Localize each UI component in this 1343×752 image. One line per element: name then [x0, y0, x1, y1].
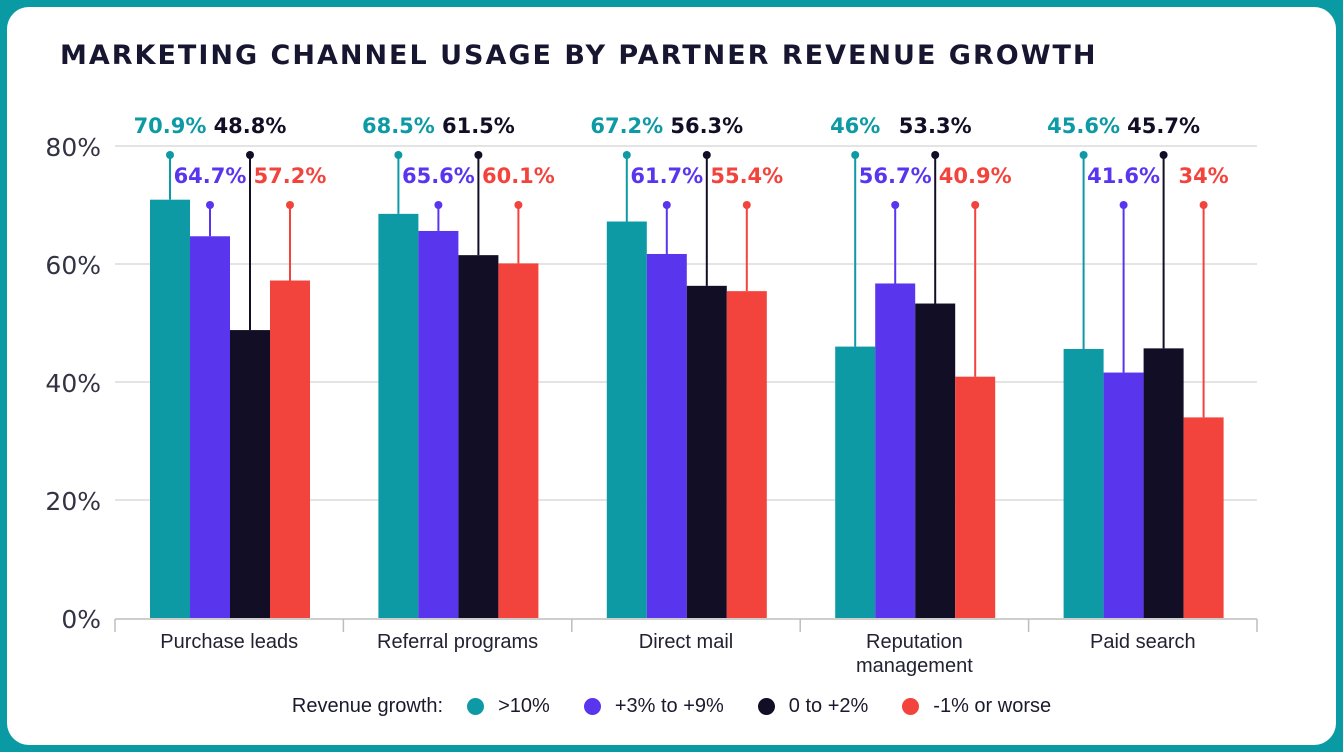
leader-dot [514, 201, 523, 209]
x-tick-label: Direct mail [639, 631, 733, 653]
data-label: 57.2% [254, 164, 327, 188]
bar [875, 283, 916, 618]
data-label: 61.5% [442, 114, 515, 138]
legend: Revenue growth: >10% +3% to +9% 0 to +2%… [0, 690, 1343, 722]
leader-dot [662, 201, 671, 209]
bar [190, 236, 230, 618]
legend-label: +3% to +9% [614, 694, 724, 717]
legend-item-series-0: >10% [467, 695, 550, 718]
leader-dot [474, 151, 483, 159]
y-tick-label: 40% [45, 369, 101, 398]
data-label: 61.7% [630, 164, 703, 188]
data-label: 60.1% [482, 164, 555, 188]
leader-dot [1199, 201, 1208, 209]
legend-swatch [467, 697, 485, 715]
x-tick-label: Paid search [1090, 631, 1196, 653]
leader-dot [1119, 201, 1128, 209]
bar [955, 376, 996, 618]
leader-dot [851, 151, 860, 159]
leader-dot [286, 201, 294, 209]
bar [1063, 348, 1104, 618]
legend-title: Revenue growth: [291, 694, 444, 717]
bar [915, 303, 956, 618]
legend-swatch [902, 697, 920, 715]
x-tick-label: Referral programs [377, 631, 538, 653]
data-label: 64.7% [174, 164, 247, 188]
legend-label: >10% [498, 694, 550, 717]
bar [686, 285, 727, 618]
bar [726, 291, 767, 618]
bar [498, 263, 539, 618]
leader-dot [434, 201, 443, 209]
bar [378, 213, 419, 618]
bar [606, 221, 647, 618]
bar [835, 346, 876, 618]
data-label: 68.5% [362, 114, 435, 138]
bar-chart: 0% 20% 40% 60% 80% 70.9% 64.7% 48.8% 57.2% Purcha… [45, 114, 1258, 677]
legend-label: -1% or worse [933, 694, 1052, 717]
data-label: 53.3% [899, 114, 972, 138]
bar [150, 199, 190, 618]
leader-dot [394, 151, 403, 159]
chart-title: MARKETING CHANNEL USAGE BY PARTNER REVEN… [60, 40, 1098, 71]
data-label: 56.3% [670, 114, 743, 138]
data-label: 45.7% [1127, 114, 1200, 138]
x-tick-label: management [856, 655, 973, 677]
y-tick-label: 0% [61, 605, 101, 634]
leader-dot [246, 151, 254, 159]
legend-swatch [757, 697, 775, 715]
leader-dot [166, 151, 174, 159]
data-label: 55.4% [710, 164, 783, 188]
bar [1143, 348, 1184, 618]
data-label: 70.9% [134, 114, 207, 138]
leader-dot [971, 201, 980, 209]
leader-dot [742, 201, 751, 209]
data-label: 56.7% [859, 164, 932, 188]
leader-dot [1079, 151, 1088, 159]
legend-item-series-1: +3% to +9% [583, 694, 724, 718]
bar [418, 230, 459, 618]
bar [458, 255, 499, 618]
legend-item-series-3: -1% or worse [902, 695, 1051, 718]
x-tick-label: Purchase leads [160, 631, 298, 653]
leader-dot [206, 201, 214, 209]
leader-dot [1159, 151, 1168, 159]
data-label: 40.9% [939, 164, 1012, 188]
data-label: 34% [1178, 164, 1228, 188]
bar [1103, 372, 1144, 618]
data-label: 46% [830, 114, 880, 138]
y-tick-label: 80% [45, 133, 101, 162]
y-tick-label: 20% [45, 487, 101, 516]
legend-item-series-2: 0 to +2% [757, 694, 869, 718]
y-tick-label: 60% [45, 251, 101, 280]
data-label: 45.6% [1047, 114, 1120, 138]
leader-dot [931, 151, 940, 159]
x-tick-label: Reputation [866, 631, 963, 653]
data-label: 67.2% [590, 114, 663, 138]
leader-dot [622, 151, 631, 159]
bar [270, 280, 310, 618]
leader-dot [891, 201, 900, 209]
bar [1183, 417, 1224, 618]
leader-dot [702, 151, 711, 159]
bar [230, 330, 270, 618]
data-label: 41.6% [1087, 164, 1160, 188]
legend-label: 0 to +2% [788, 694, 869, 717]
bar [646, 253, 687, 618]
data-label: 48.8% [214, 114, 287, 138]
data-label: 65.6% [402, 164, 475, 188]
legend-swatch [583, 697, 601, 715]
